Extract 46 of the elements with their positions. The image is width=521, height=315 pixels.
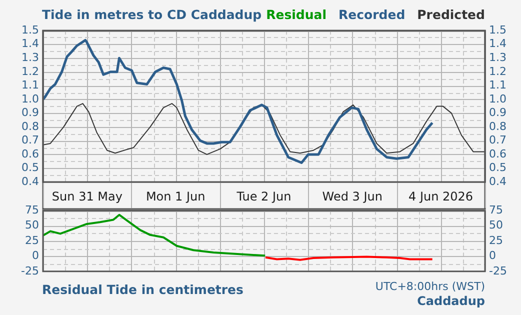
- y-tick-label: 1.5: [22, 23, 39, 36]
- y-tick-label: 0.6: [22, 147, 39, 160]
- y2-tick-label: 0.4: [489, 174, 506, 188]
- y2-tick-label: 0.9: [489, 106, 506, 120]
- y2-tick-label: 1.3: [489, 50, 506, 64]
- y-tick-label: 0: [32, 249, 39, 262]
- y2-tick-label: 0.6: [489, 147, 506, 160]
- chart-title: Tide in metres to CD Caddadup: [42, 7, 262, 22]
- y-tick-label: -25: [21, 264, 39, 278]
- y-tick-label: 50: [25, 218, 39, 232]
- y-tick-label: 1.4: [22, 37, 39, 50]
- text: Caddadup: [416, 294, 485, 309]
- x-tick-label: Mon 1 Jun: [146, 189, 206, 204]
- y-tick-label: 0.9: [22, 106, 39, 120]
- y2-tick-label: 0.8: [489, 120, 506, 133]
- y-tick-label: 0.8: [22, 120, 39, 133]
- y2-tick-label: 1.1: [489, 78, 506, 92]
- y2-tick-label: 1.0: [489, 92, 506, 106]
- y2-tick-label: 0.7: [489, 134, 506, 147]
- y2-tick-label: 1.4: [489, 37, 506, 50]
- x-tick-label: Sun 31 May: [52, 189, 122, 204]
- y-tick-label: 25: [25, 234, 39, 247]
- x-tick-label: Wed 3 Jun: [322, 189, 382, 204]
- text: UTC+8:00hrs (WST): [375, 279, 485, 294]
- text: Residual Tide in centimetres: [42, 282, 244, 297]
- text: Predicted: [417, 7, 485, 22]
- y2-tick-label: 75: [489, 203, 503, 216]
- y-tick-label: 0.4: [22, 174, 39, 188]
- y-tick-label: 1.1: [22, 78, 39, 92]
- text: Recorded: [338, 7, 406, 22]
- x-tick-label: Tue 2 Jun: [236, 189, 292, 204]
- y2-tick-label: 25: [489, 234, 503, 247]
- y-tick-label: 1.0: [22, 92, 39, 106]
- y-tick-label: 1.2: [22, 64, 39, 78]
- y2-tick-label: 1.2: [489, 64, 506, 78]
- y2-tick-label: -25: [489, 264, 507, 278]
- y-tick-label: 75: [25, 203, 39, 216]
- y-tick-label: 1.3: [22, 50, 39, 64]
- y-tick-label: 0.5: [22, 161, 39, 174]
- y2-tick-label: 50: [489, 218, 503, 232]
- y2-tick-label: 0.5: [489, 161, 506, 174]
- y2-tick-label: 0: [489, 249, 496, 262]
- x-tick-label: 4 Jun 2026: [408, 189, 474, 204]
- y-tick-label: 0.7: [22, 134, 39, 147]
- text: Residual: [266, 7, 326, 22]
- y2-tick-label: 1.5: [489, 23, 506, 36]
